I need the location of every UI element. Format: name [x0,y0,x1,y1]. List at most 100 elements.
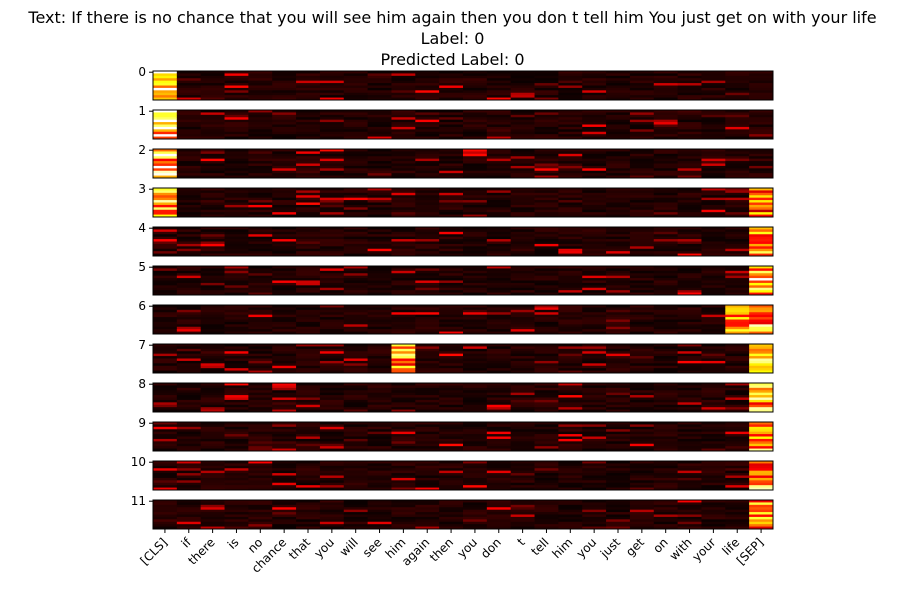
heat-cell [439,470,464,474]
heat-cell [272,153,297,157]
heat-cell [606,124,631,128]
panel-frame [152,304,774,335]
heat-cell [701,363,726,367]
heat-cell [653,387,679,391]
heat-cell [319,363,345,367]
heat-cell [319,516,345,520]
heat-cell [582,390,607,394]
heat-cell [367,268,392,272]
heat-cell [653,75,679,79]
heat-cell [200,429,225,433]
heat-cell [415,280,440,284]
heat-cell [486,392,512,396]
heat-cell [749,363,774,367]
heat-cell [606,434,631,437]
heat-cell [439,149,464,152]
heat-cell [248,212,273,215]
heat-cell [415,443,440,447]
heat-cell [486,92,512,96]
heat-cell [153,356,178,359]
heat-cell [582,500,607,503]
heat-cell [272,292,297,296]
heat-cell [367,112,392,116]
heat-cell [486,275,512,279]
heat-cell [486,485,512,488]
heat-cell [677,485,702,488]
heat-cell [248,292,273,296]
heat-cell [629,477,655,481]
heat-cell [558,514,583,518]
heat-cell [629,353,655,357]
heat-cell [486,136,512,140]
heat-cell [200,516,225,520]
heat-cell [463,134,488,137]
heat-cell [749,407,774,410]
heat-cell [415,149,440,152]
heat-cell [725,212,750,215]
heat-cell [749,285,774,289]
heat-cell [248,429,273,433]
heat-cell [200,266,225,269]
heat-cell [176,407,202,410]
heat-cell [749,307,774,311]
heat-cell [367,368,392,371]
heat-cell [224,92,249,96]
heat-cell [582,227,607,230]
heat-cell [582,212,607,215]
heat-cell [439,170,464,174]
heat-cell [248,282,273,286]
heat-cell [343,385,369,389]
heat-cell [606,448,631,452]
heat-cell [367,231,392,235]
heat-cell [248,163,273,167]
heat-cell [749,290,774,293]
heat-cell [463,502,488,506]
heat-cell [296,188,321,191]
heat-cell [319,90,345,94]
heat-cell [319,80,345,84]
heat-cell [582,368,607,371]
heat-cell [510,195,535,199]
heat-cell [558,282,583,286]
heat-cell [248,209,273,213]
heat-cell [629,85,655,89]
heat-cell [653,329,679,332]
heat-cell [343,448,369,452]
heat-cell [558,243,583,247]
heat-cell [725,197,750,201]
heat-cell [439,329,464,332]
heat-cell [582,243,607,247]
heat-cell [176,90,202,94]
heat-cell [558,358,583,362]
heat-cell [677,509,702,513]
heat-cell [415,475,440,479]
heat-cell [153,434,178,437]
heat-cell [534,161,559,164]
heat-cell [606,212,631,215]
heat-cell [749,399,774,403]
heat-cell [343,202,369,206]
panel-frame [152,460,774,491]
heat-cell [153,329,178,332]
heat-cell [677,438,702,442]
heat-cell [677,131,702,135]
heat-cell [606,319,631,323]
heat-cell [224,521,249,525]
heat-cell [224,278,249,281]
heat-cell [248,248,273,252]
heat-cell [558,512,583,515]
heat-cell [749,188,774,191]
heat-cell [343,97,369,101]
heat-cell [629,422,655,425]
heat-cell [176,307,202,311]
heat-cell [677,253,702,257]
heat-cell [176,192,202,196]
heat-cell [200,165,225,169]
heat-cell [510,124,535,128]
heat-cell [677,443,702,447]
heat-cell [319,188,345,191]
heat-cell [725,360,750,364]
heat-cell [677,78,702,82]
heat-cell [319,278,345,281]
heat-cell [677,134,702,137]
